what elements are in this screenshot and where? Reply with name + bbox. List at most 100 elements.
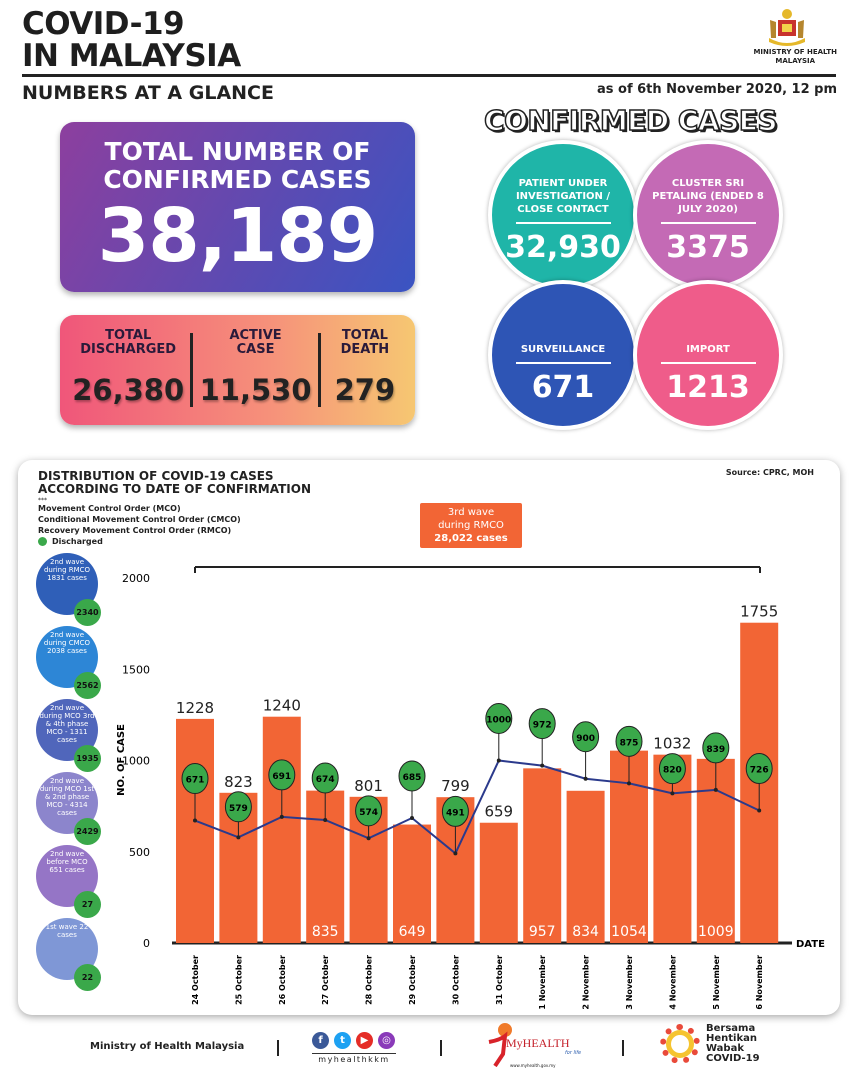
stat-death: TOTAL DEATH 279 [334, 328, 396, 408]
bar [479, 822, 518, 943]
myhealth-tagline: for life [565, 1050, 582, 1056]
wave-discharged-badge: 1935 [74, 745, 101, 772]
discharged-value-label: 972 [533, 721, 552, 731]
ministry-label: MINISTRY OF HEALTH MALAYSIA [753, 48, 837, 65]
social-handle[interactable]: myhealthkkm [312, 1053, 396, 1064]
discharged-marker [658, 753, 686, 785]
confirmed-cases-heading: CONFIRMED CASES [483, 103, 778, 138]
discharged-point [496, 758, 501, 763]
legend-discharged: Discharged [38, 537, 103, 546]
title-line-2: IN MALAYSIA [22, 38, 241, 74]
coat-of-arms-logo [769, 9, 805, 46]
x-tick-label: 5 November [712, 955, 721, 1010]
as-of-date: as of 6th November 2020, 12 pm [596, 82, 837, 97]
wave-discharged-badge: 27 [74, 891, 101, 918]
discharged-value-label: 820 [663, 766, 682, 776]
facebook-icon[interactable]: f [312, 1032, 329, 1049]
total-confirmed-value: 38,189 [97, 193, 379, 279]
discharged-marker [485, 703, 513, 734]
discharged-value-label: 671 [186, 776, 205, 786]
x-tick-label: 31 October [495, 955, 504, 1005]
bar [176, 718, 214, 943]
footnote-marker: *** [38, 497, 47, 504]
wave-label: 2nd wave during MCO 3rd & 4th phase MCO … [39, 704, 95, 744]
y-tick-label: 0 [143, 937, 150, 950]
total-confirmed-card: TOTAL NUMBER OF CONFIRMED CASES 38,189 [60, 122, 415, 292]
divider [190, 333, 194, 407]
wave-label: 2nd wave during MCO 1st & 2nd phase MCO … [39, 777, 95, 817]
x-tick-label: 27 October [321, 955, 330, 1005]
discharged-point [323, 817, 328, 822]
discharged-marker [181, 763, 209, 795]
discharged-point [670, 791, 675, 796]
discharged-point [627, 781, 631, 786]
bar-value-label: 1054 [611, 924, 647, 940]
stat-discharged: TOTAL DISCHARGED 26,380 [72, 328, 185, 408]
campaign-logo-icon [660, 1024, 700, 1064]
youtube-icon[interactable]: ▶ [356, 1032, 373, 1049]
discharged-value-label: 579 [229, 804, 248, 814]
discharged-marker [615, 725, 643, 757]
myhealth-logo: MyHEALTH [506, 1036, 570, 1050]
twitter-icon[interactable]: t [334, 1032, 351, 1049]
wave-label: 1st wave 22 cases [45, 923, 89, 939]
bar-value-label: 801 [354, 777, 383, 795]
chart-title: DISTRIBUTION OF COVID-19 CASES ACCORDING … [38, 469, 311, 496]
x-tick-label: 25 October [234, 955, 243, 1005]
bar-value-label: 1755 [740, 603, 778, 621]
x-tick-label: 30 October [451, 955, 460, 1005]
bar-value-label: 649 [399, 924, 426, 940]
bar-value-label: 957 [529, 924, 556, 940]
discharged-dot-icon [38, 537, 47, 546]
stat-active: ACTIVE CASE 11,530 [199, 328, 312, 408]
myhealth-url[interactable]: www.myhealth.gov.my [510, 1063, 556, 1068]
bar-value-label: 1009 [698, 924, 734, 940]
discharged-point [236, 835, 241, 840]
discharged-point [540, 763, 545, 768]
x-tick-label: 4 November [668, 955, 677, 1010]
discharged-point [279, 814, 284, 819]
discharged-marker [268, 759, 296, 791]
x-tick-label: 24 October [191, 955, 200, 1005]
legend-rmco: Recovery Movement Control Order (RMCO) [38, 526, 232, 535]
discharged-value-label: 674 [316, 775, 335, 785]
campaign-text: Bersama Hentikan Wabak COVID-19 [706, 1023, 760, 1064]
x-tick-label: 2 November [582, 955, 591, 1010]
discharged-point [583, 776, 588, 781]
discharged-point [193, 818, 197, 823]
divider [440, 1040, 442, 1056]
discharged-marker [355, 795, 383, 827]
discharged-point [757, 808, 762, 813]
source-note: Source: CPRC, MOH [725, 468, 814, 477]
discharged-point [410, 815, 414, 820]
wave-label: 2nd wave before MCO 651 cases [46, 850, 88, 874]
wave-bubble: 2nd wave during MCO 1st & 2nd phase MCO … [36, 772, 98, 834]
discharged-marker [398, 760, 426, 792]
x-tick-label: 3 November [625, 955, 634, 1010]
title-line-1: COVID-19 [22, 6, 185, 42]
discharged-value-label: 726 [750, 766, 769, 776]
footer-ministry: Ministry of Health Malaysia [90, 1041, 245, 1052]
bar-value-label: 1228 [176, 699, 214, 717]
bar-value-label: 1240 [263, 697, 301, 715]
y-tick-label: 1000 [122, 755, 150, 768]
bubble-cluster-sri-petaling: CLUSTER SRI PETALING (ENDED 8 JULY 2020)… [633, 140, 783, 290]
discharged-marker [528, 708, 556, 740]
bar-value-label: 1032 [653, 735, 691, 753]
instagram-icon[interactable]: ◎ [378, 1032, 395, 1049]
x-tick-label: 1 November [538, 955, 547, 1010]
divider [622, 1040, 624, 1056]
discharged-value-label: 691 [272, 772, 291, 782]
discharged-marker [224, 791, 252, 823]
discharged-value-label: 491 [446, 808, 465, 818]
bar-value-label: 834 [572, 924, 599, 940]
discharged-value-label: 1000 [486, 716, 511, 726]
discharged-point [713, 787, 718, 792]
discharged-line [194, 759, 760, 855]
myhealth-figure-icon [485, 1022, 515, 1068]
wave-label: 2nd wave during CMCO 2038 cases [43, 631, 91, 655]
discharged-value-label: 839 [706, 745, 725, 755]
x-tick-label: 26 October [278, 955, 287, 1005]
bar [523, 768, 562, 943]
